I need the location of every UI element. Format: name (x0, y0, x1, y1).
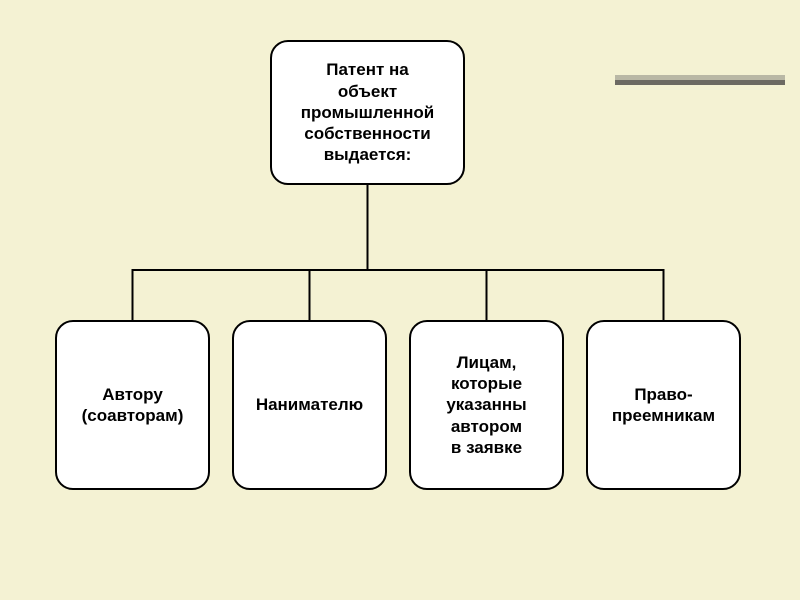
node-text-line: выдается: (324, 144, 412, 165)
node-text-line: Автору (102, 384, 163, 405)
child-node-1: Нанимателю (232, 320, 387, 490)
child-node-2: Лицам,которыеуказанныавторомв заявке (409, 320, 564, 490)
node-text-line: Лицам, (457, 352, 517, 373)
node-text-line: промышленной (301, 102, 434, 123)
node-text-line: которые (451, 373, 522, 394)
node-text-line: (соавторам) (82, 405, 184, 426)
child-node-3: Право-преемникам (586, 320, 741, 490)
node-text-line: указанны (446, 394, 526, 415)
node-text-line: в заявке (451, 437, 522, 458)
root-node: Патент наобъектпромышленнойсобственности… (270, 40, 465, 185)
node-text-line: Патент на (326, 59, 409, 80)
node-text-line: объект (338, 81, 397, 102)
child-node-0: Автору(соавторам) (55, 320, 210, 490)
node-text-line: автором (451, 416, 522, 437)
slide-accent-bar (615, 75, 785, 85)
node-text-line: Нанимателю (256, 394, 363, 415)
node-text-line: Право- (634, 384, 692, 405)
node-text-line: преемникам (612, 405, 715, 426)
node-text-line: собственности (304, 123, 431, 144)
